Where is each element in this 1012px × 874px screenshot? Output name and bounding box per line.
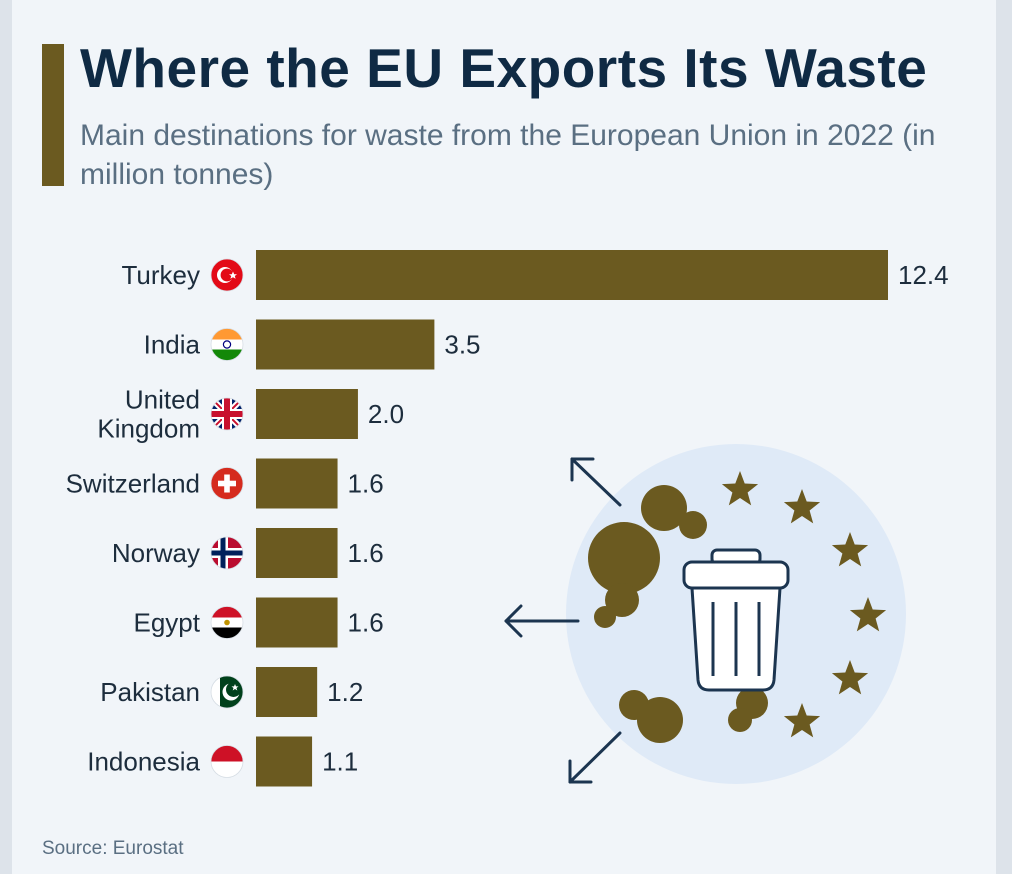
bar-turkey [256, 250, 888, 300]
value-label: 1.2 [327, 677, 363, 707]
uk-flag-icon [210, 397, 244, 431]
egypt-flag-icon [210, 606, 244, 639]
value-label: 1.6 [348, 469, 384, 499]
star-icon [831, 532, 869, 567]
category-label: Pakistan [100, 677, 200, 707]
bar-pakistan [256, 667, 318, 717]
bar-india [256, 319, 435, 370]
value-label: 12.4 [898, 260, 949, 290]
indonesia-flag-icon [210, 745, 244, 778]
trash-can-icon [682, 548, 790, 692]
category-label: Egypt [134, 608, 201, 638]
turkey-flag-icon [210, 258, 244, 292]
india-flag-icon [210, 328, 244, 361]
waste-blobs-icon [588, 485, 768, 743]
bar-norway [256, 528, 338, 578]
value-label: 1.6 [348, 538, 384, 568]
value-label: 1.6 [348, 608, 384, 638]
bar-indonesia [256, 736, 313, 787]
category-label: United [125, 385, 200, 415]
chart-subtitle: Main destinations for waste from the Eur… [80, 119, 936, 191]
category-label: India [144, 330, 201, 360]
waste-illustration [504, 444, 906, 784]
category-label: Indonesia [87, 747, 200, 777]
pakistan-flag-icon [210, 675, 244, 709]
bar-switzerland [256, 458, 338, 509]
norway-flag-icon [210, 536, 244, 570]
star-icon [783, 703, 821, 738]
star-icon [721, 471, 759, 506]
eu-stars-icon [721, 471, 887, 738]
switzerland-flag-icon [210, 467, 244, 500]
category-label: Norway [112, 538, 200, 568]
bar-united-kingdom [256, 389, 358, 439]
accent-bar [42, 44, 64, 186]
star-icon [783, 489, 821, 524]
star-icon [831, 660, 869, 695]
arrows-icon [504, 457, 622, 784]
bar-egypt [256, 597, 338, 648]
value-label: 1.1 [322, 747, 358, 777]
category-label: Turkey [122, 260, 201, 290]
source-note: Source: Eurostat [42, 838, 184, 859]
category-label: Switzerland [66, 469, 200, 499]
value-label: 3.5 [444, 330, 480, 360]
chart-title: Where the EU Exports Its Waste [80, 37, 928, 99]
category-label: Kingdom [97, 414, 200, 444]
value-label: 2.0 [368, 399, 404, 429]
star-icon [849, 597, 887, 632]
